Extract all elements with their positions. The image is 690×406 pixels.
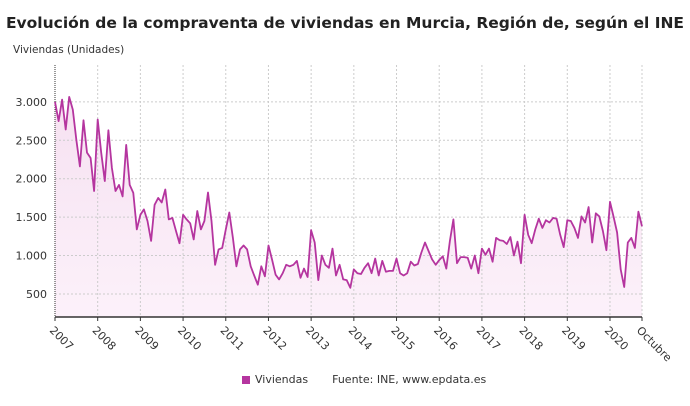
x-tick-label: 2018 [516,324,545,353]
y-axis-label: Viviendas (Unidades) [13,44,125,56]
y-tick-label: 3.000 [16,96,48,109]
legend-swatch [242,375,250,384]
y-tick-label: 2.500 [16,134,48,147]
x-tick-label: 2014 [346,324,375,353]
x-tick-label: 2019 [559,324,588,353]
chart-title: Evolución de la compraventa de viviendas… [5,14,685,32]
y-tick-label: 1.000 [16,250,48,263]
y-tick-label: 1.500 [16,211,48,224]
x-tick-label: 2008 [90,324,119,353]
area-fill [55,96,642,318]
y-tick-label: 2.000 [16,173,48,186]
x-tick-label: 2011 [218,324,247,353]
x-tick-label: 2010 [175,324,204,353]
series-line-viviendas [54,96,643,289]
x-tick-label: 2020 [602,324,631,353]
x-tick-label: 2015 [388,324,417,353]
x-tick-label: Octubre [634,324,674,364]
x-tick-label: 2016 [431,324,460,353]
legend: Viviendas Fuente: INE, www.epdata.es [242,373,486,386]
x-tick-label: 2012 [260,324,289,353]
x-tick-label: 2009 [132,324,161,353]
legend-label: Viviendas [255,373,309,386]
y-tick-label: 500 [26,288,47,301]
source-note: Fuente: INE, www.epdata.es [332,373,487,386]
x-tick-label: 2013 [303,324,332,353]
x-tick-label: 2007 [47,324,76,353]
x-tick-label: 2017 [474,324,503,353]
